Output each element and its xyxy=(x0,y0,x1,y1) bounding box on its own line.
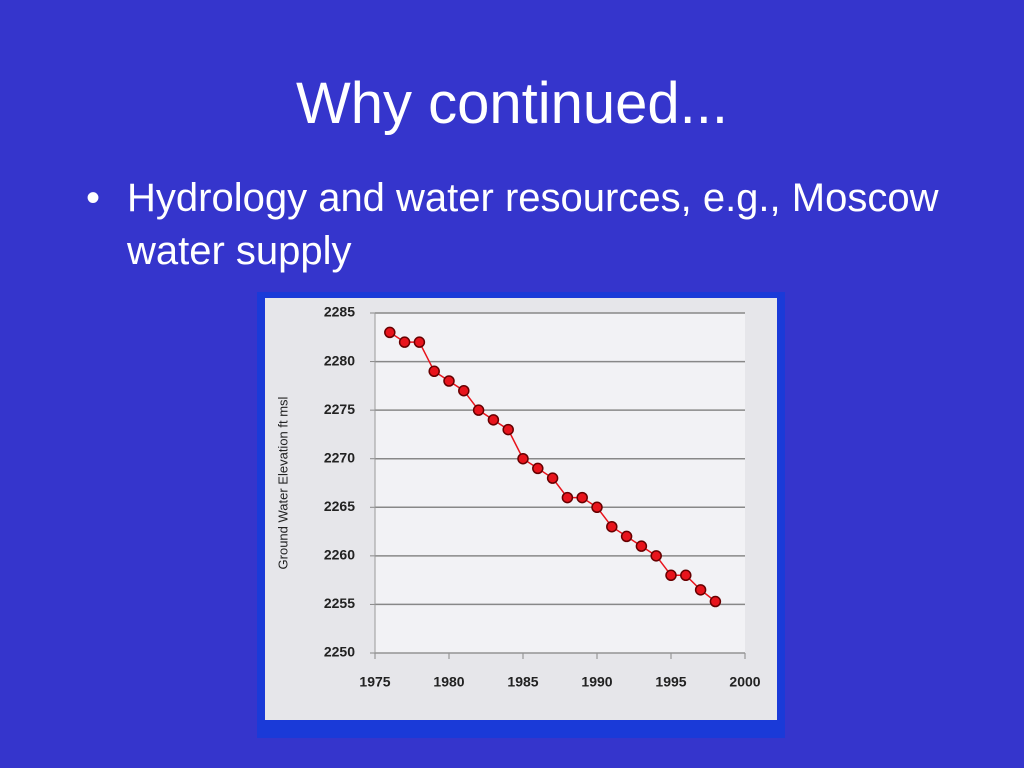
data-point xyxy=(650,550,662,562)
y-tick-label: 2280 xyxy=(324,352,355,368)
data-point xyxy=(635,540,648,552)
y-tick-label: 2250 xyxy=(324,644,355,660)
data-point xyxy=(709,595,722,608)
data-point xyxy=(443,375,455,387)
bullet-dot: • xyxy=(86,176,101,220)
data-point xyxy=(502,423,514,436)
data-point xyxy=(591,501,603,514)
data-point xyxy=(620,530,633,543)
data-point xyxy=(680,569,692,582)
data-point xyxy=(384,326,396,339)
data-point xyxy=(606,520,618,533)
y-axis-label: Ground Water Elevation ft msl xyxy=(275,396,290,569)
x-tick-label: 1980 xyxy=(433,674,464,690)
data-point xyxy=(398,336,411,348)
data-point xyxy=(517,452,529,465)
x-tick-label: 2000 xyxy=(729,674,760,690)
data-point xyxy=(472,404,485,416)
y-tick-label: 2270 xyxy=(324,449,355,465)
slide-title: Why continued... xyxy=(296,71,728,136)
data-point xyxy=(413,336,426,348)
data-point xyxy=(561,491,574,504)
x-tick-label: 1995 xyxy=(655,674,686,690)
data-point xyxy=(576,491,588,504)
y-tick-label: 2255 xyxy=(324,595,355,611)
data-point xyxy=(428,365,440,378)
data-point xyxy=(487,414,500,426)
bullet-text: Hydrology and water resources, e.g., Mos… xyxy=(127,176,939,273)
x-tick-label: 1990 xyxy=(581,674,612,690)
x-tick-label: 1985 xyxy=(507,674,538,690)
data-point xyxy=(694,584,707,596)
y-tick-label: 2265 xyxy=(324,498,355,514)
data-point xyxy=(532,462,544,475)
data-point xyxy=(546,472,559,484)
y-tick-label: 2285 xyxy=(324,304,355,320)
y-tick-label: 2260 xyxy=(324,547,355,563)
data-point xyxy=(665,569,677,582)
y-tick-label: 2275 xyxy=(324,401,355,417)
data-point xyxy=(458,384,470,397)
x-tick-label: 1975 xyxy=(359,674,390,690)
